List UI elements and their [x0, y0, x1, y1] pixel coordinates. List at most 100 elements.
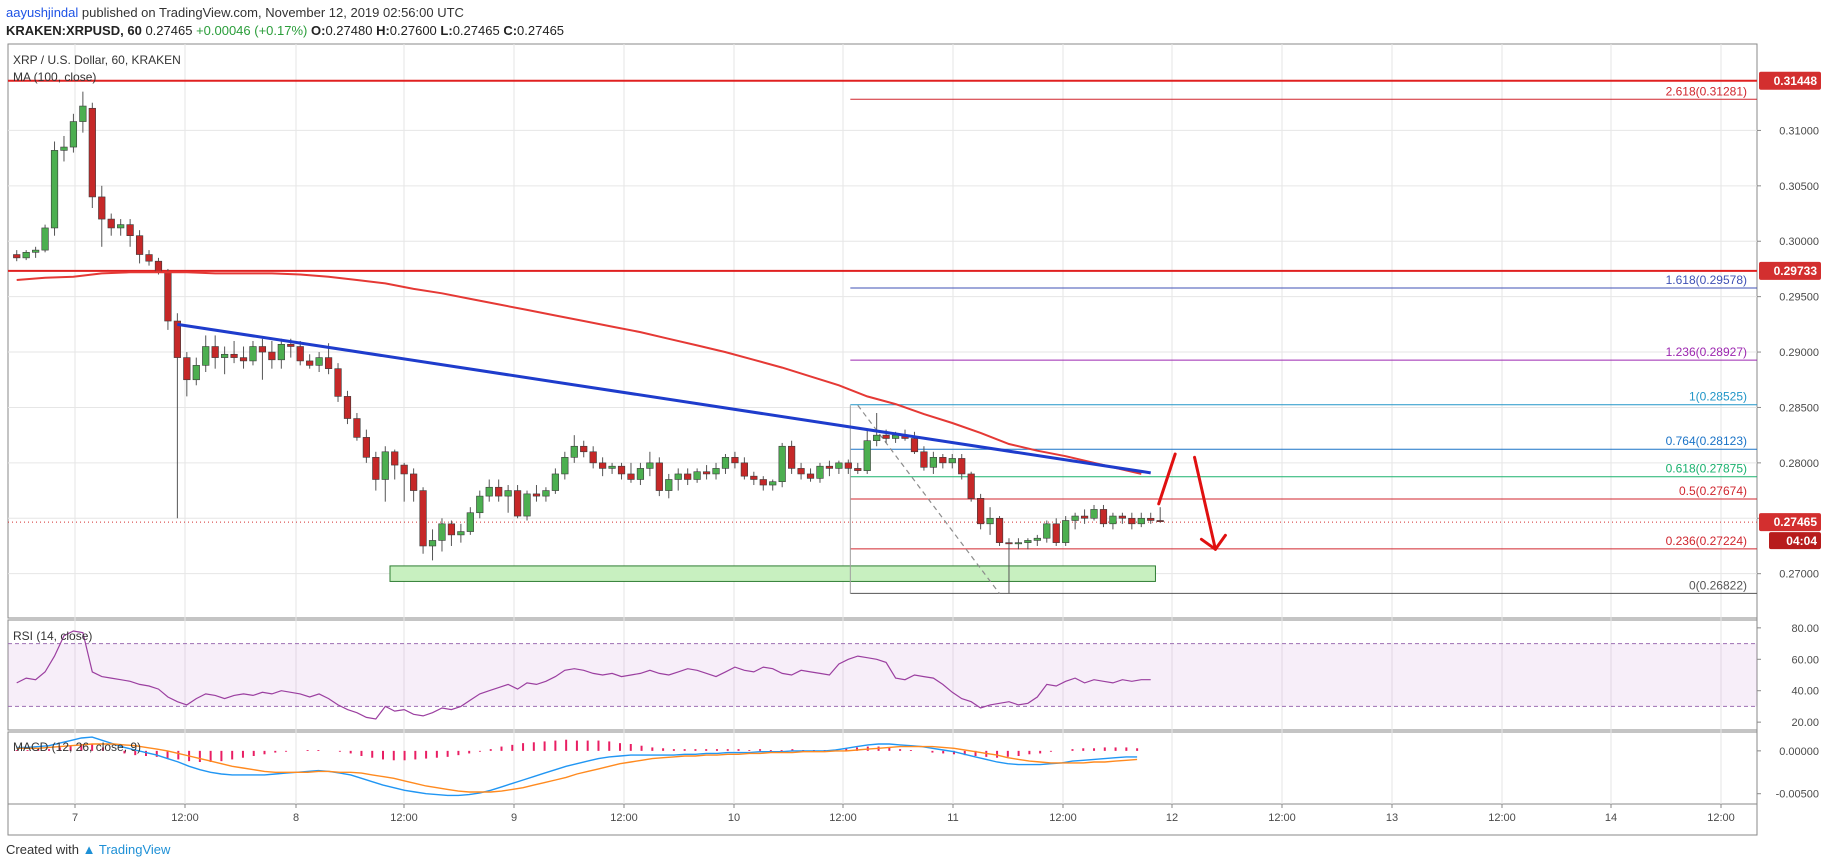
candle-body — [1014, 542, 1023, 545]
created-with-text: Created with — [6, 842, 79, 857]
candle-body — [958, 458, 966, 475]
price-change: +0.00046 (+0.17%) — [196, 23, 308, 38]
price-badge — [1759, 513, 1821, 532]
y-tick-label: 0.29500 — [1779, 292, 1819, 304]
candle-body — [986, 517, 994, 525]
author-link[interactable]: aayushjindal — [6, 5, 79, 20]
x-tick-label: 9 — [511, 812, 517, 824]
candle-body — [202, 346, 210, 366]
publish-text: published on TradingView.com, November 1… — [78, 5, 464, 20]
candle-body — [721, 457, 730, 469]
ma-indicator-label[interactable]: MA (100, close) — [13, 70, 96, 84]
candle-body — [665, 479, 673, 491]
candle-body — [60, 146, 68, 151]
candle-body — [599, 462, 607, 469]
candle-body — [239, 357, 248, 362]
x-tick-label: 12:00 — [610, 812, 638, 824]
candle-body — [816, 465, 824, 479]
y-tick-label: 0.28000 — [1779, 458, 1819, 470]
candle-body — [712, 468, 720, 475]
tradingview-brand[interactable]: TradingView — [98, 842, 171, 857]
x-tick-label: 12 — [1166, 812, 1178, 824]
x-tick-label: 10 — [728, 812, 740, 824]
fib-level-label: 0.618(0.27875) — [1666, 462, 1747, 476]
candle-body — [1090, 509, 1098, 519]
candle-body — [466, 512, 474, 532]
y-tick-label: 0.31000 — [1779, 125, 1819, 137]
x-tick-label: 12:00 — [171, 812, 199, 824]
symbol-label[interactable]: KRAKEN:XRPUSD, 60 — [6, 23, 142, 38]
candle-body — [41, 227, 49, 251]
candle-body — [504, 490, 512, 497]
support-zone — [389, 565, 1156, 582]
candle-body — [1005, 542, 1013, 545]
candle-body — [69, 121, 78, 148]
level-badge — [1759, 71, 1821, 90]
level-badge-label: 0.31448 — [1774, 74, 1818, 88]
candle-body — [334, 368, 342, 397]
candle-body — [145, 254, 153, 262]
x-tick-label: 12:00 — [390, 812, 418, 824]
candle-body — [513, 490, 522, 517]
candle-body — [1052, 523, 1060, 543]
candle-body — [617, 465, 626, 475]
candle-body — [353, 418, 361, 438]
candle-body — [173, 320, 181, 358]
x-tick-label: 8 — [293, 812, 299, 824]
x-tick-label: 12:00 — [1049, 812, 1077, 824]
candle-body — [797, 468, 805, 475]
x-tick-label: 14 — [1605, 812, 1617, 824]
candles-layer — [13, 91, 1164, 594]
candle-body — [324, 357, 333, 369]
candle-body — [381, 451, 389, 480]
candle-body — [410, 473, 418, 491]
level-badge-label: 0.29733 — [1774, 264, 1818, 278]
candle-body — [135, 235, 144, 255]
macd-tick-label: 0.00000 — [1779, 746, 1819, 758]
rsi-line — [16, 630, 1151, 720]
candle-body — [542, 490, 550, 497]
candle-body — [570, 445, 578, 458]
candle-body — [854, 468, 862, 471]
candle-body — [769, 481, 777, 486]
candle-body — [428, 540, 437, 547]
candle-body — [277, 343, 285, 361]
level-badge — [1759, 261, 1821, 280]
candle-body — [759, 479, 767, 486]
candle-body — [495, 486, 503, 497]
macd-label[interactable]: MACD (12, 26, close, 9) — [13, 740, 141, 754]
countdown-badge — [1769, 532, 1821, 550]
candle-body — [844, 462, 852, 469]
candle-body — [98, 196, 106, 220]
candle-body — [589, 451, 597, 464]
overlay-layer: 2.618(0.31281) 1.618(0.29578) 1.236(0.2892… — [8, 79, 1757, 707]
candle-body — [192, 365, 200, 381]
candle-body — [485, 486, 493, 497]
candle-body — [1043, 523, 1051, 539]
candle-body — [1071, 515, 1079, 521]
candle-body — [221, 353, 229, 358]
candle-body — [117, 224, 125, 229]
candle-body — [863, 440, 871, 471]
candle-body — [910, 438, 919, 453]
candle-body — [249, 346, 257, 362]
candle-body — [287, 343, 295, 347]
candle-body — [1118, 515, 1126, 519]
last-price: 0.27465 — [145, 23, 193, 38]
candle-body — [154, 260, 163, 273]
candle-body — [939, 457, 947, 464]
candle-body — [532, 493, 541, 497]
ohlc-high-label: H: — [376, 23, 390, 38]
candle-body — [523, 493, 531, 517]
rsi-label[interactable]: RSI (14, close) — [13, 629, 92, 643]
candle-body — [693, 471, 701, 480]
rsi-tick-label: 60.00 — [1791, 654, 1819, 666]
candle-body — [438, 523, 446, 541]
down-arrow-shaft — [1193, 455, 1217, 551]
candle-body — [343, 396, 352, 419]
candle-body — [1024, 540, 1032, 543]
candle-body — [1147, 517, 1155, 521]
candle-body — [655, 462, 663, 491]
publish-info: aayushjindal published on TradingView.co… — [6, 4, 1806, 22]
